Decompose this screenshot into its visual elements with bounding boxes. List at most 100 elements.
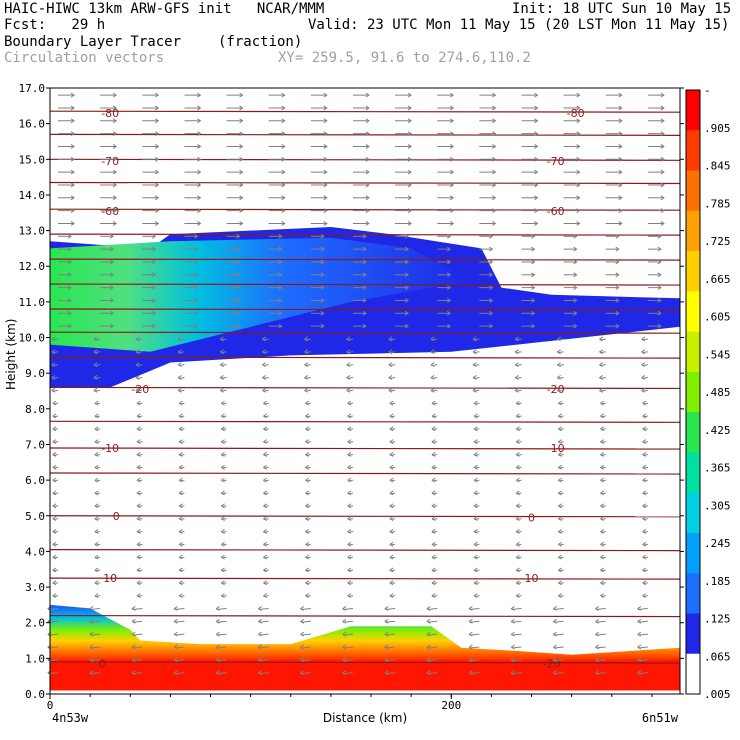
wind-vector-head xyxy=(657,310,662,316)
wind-vector-head xyxy=(389,516,394,522)
wind-vector-head xyxy=(197,208,202,214)
wind-vector-head xyxy=(219,349,224,355)
wind-vector-head xyxy=(197,156,202,162)
wind-vector-head xyxy=(641,439,647,445)
wind-vector-head xyxy=(404,285,409,291)
wind-vector-head xyxy=(304,413,310,419)
wind-vector-head xyxy=(472,387,477,393)
wind-vector-head xyxy=(468,644,473,650)
colorbar-label: .305 xyxy=(704,499,731,512)
wind-vector-head xyxy=(197,169,202,175)
wind-vector-head xyxy=(155,182,160,188)
x-axis-label: Distance (km) xyxy=(323,711,407,725)
wind-vector-head xyxy=(155,144,160,149)
header-line2-left: Fcst: 29 h xyxy=(4,17,106,33)
wind-vector-head xyxy=(514,362,519,368)
wind-vector-head xyxy=(299,670,305,676)
wind-vector-head xyxy=(220,541,225,547)
wind-vector-head xyxy=(51,349,56,355)
wind-vector-head xyxy=(215,644,220,650)
wind-vector-head xyxy=(514,387,519,393)
wind-vector-head xyxy=(262,452,267,457)
wind-vector-head xyxy=(152,285,157,291)
wind-vector-head xyxy=(431,541,436,547)
wind-vector-head xyxy=(431,593,436,599)
wind-vector-head xyxy=(278,310,283,316)
wind-vector-head xyxy=(556,349,561,355)
wind-vector-head xyxy=(220,426,225,432)
wind-vector-head xyxy=(660,105,665,111)
wind-vector-head xyxy=(67,246,72,252)
wind-vector-head xyxy=(557,400,562,406)
wind-vector-head xyxy=(473,464,478,470)
y-tick-label: 12.0 xyxy=(19,260,46,273)
colorbar-label: .185 xyxy=(704,575,731,588)
wind-vector-head xyxy=(534,195,539,201)
wind-vector-head xyxy=(278,259,283,265)
wind-vector-head xyxy=(557,490,562,496)
wind-vector-head xyxy=(236,298,241,303)
wind-vector-head xyxy=(407,156,412,162)
wind-vector-head xyxy=(52,593,57,599)
wind-vector-head xyxy=(515,567,520,573)
wind-vector-head xyxy=(304,529,310,534)
wind-vector-head xyxy=(220,580,225,586)
wind-vector-head xyxy=(515,541,520,547)
wind-vector-head xyxy=(262,516,267,522)
wind-vector-head xyxy=(236,272,241,278)
contour-label: -60 xyxy=(101,205,119,218)
wind-vector-head xyxy=(197,144,202,149)
wind-vector-head xyxy=(131,606,136,611)
wind-vector-head xyxy=(136,503,141,509)
wind-vector-head xyxy=(431,529,436,534)
wind-vector-head xyxy=(426,657,431,663)
colorbar-label: .905 xyxy=(704,122,731,135)
wind-vector-head xyxy=(94,554,99,560)
wind-vector-head xyxy=(109,259,115,265)
contour-label: 10 xyxy=(103,572,117,585)
wind-vector-head xyxy=(155,92,160,98)
wind-vector-head xyxy=(303,362,309,368)
wind-vector-head xyxy=(135,362,140,368)
wind-vector-head xyxy=(576,169,581,175)
wind-vector-head xyxy=(660,131,665,137)
wind-vector-head xyxy=(640,336,646,342)
y-tick-label: 2.0 xyxy=(25,617,45,630)
wind-vector-head xyxy=(70,221,75,226)
wind-vector-head xyxy=(576,131,581,137)
wind-vector-head xyxy=(468,657,473,663)
wind-vector-head xyxy=(152,298,157,303)
wind-vector-head xyxy=(194,233,199,239)
wind-vector-head xyxy=(576,195,581,201)
wind-vector-head xyxy=(446,246,452,252)
wind-vector-head xyxy=(660,182,665,188)
wind-vector-head xyxy=(220,477,225,483)
wind-vector-head xyxy=(239,92,244,98)
wind-vector-head xyxy=(299,631,305,637)
wind-vector-head xyxy=(594,631,600,637)
wind-vector-head xyxy=(514,349,519,355)
wind-vector-head xyxy=(557,477,562,483)
wind-vector-head xyxy=(178,400,183,406)
wind-vector-head xyxy=(109,323,115,329)
wind-vector-head xyxy=(152,323,157,329)
wind-vector-head xyxy=(262,593,267,599)
wind-vector-head xyxy=(136,516,141,522)
wind-vector-head xyxy=(389,490,394,496)
wind-vector-head xyxy=(431,413,436,419)
wind-vector-head xyxy=(342,657,347,663)
wind-vector-head xyxy=(431,490,436,496)
wind-vector-head xyxy=(155,208,160,214)
wind-vector-head xyxy=(236,233,241,239)
wind-vector-head xyxy=(426,631,431,637)
wind-vector-head xyxy=(573,246,578,252)
wind-vector-head xyxy=(155,169,160,175)
wind-vector-head xyxy=(660,156,665,162)
wind-vector-head xyxy=(636,631,642,637)
wind-vector-head xyxy=(492,156,497,162)
wind-vector-head xyxy=(304,464,310,470)
wind-vector-head xyxy=(347,580,352,586)
wind-vector-head xyxy=(640,387,646,393)
wind-vector-head xyxy=(388,349,393,355)
wind-vector-head xyxy=(489,310,494,316)
